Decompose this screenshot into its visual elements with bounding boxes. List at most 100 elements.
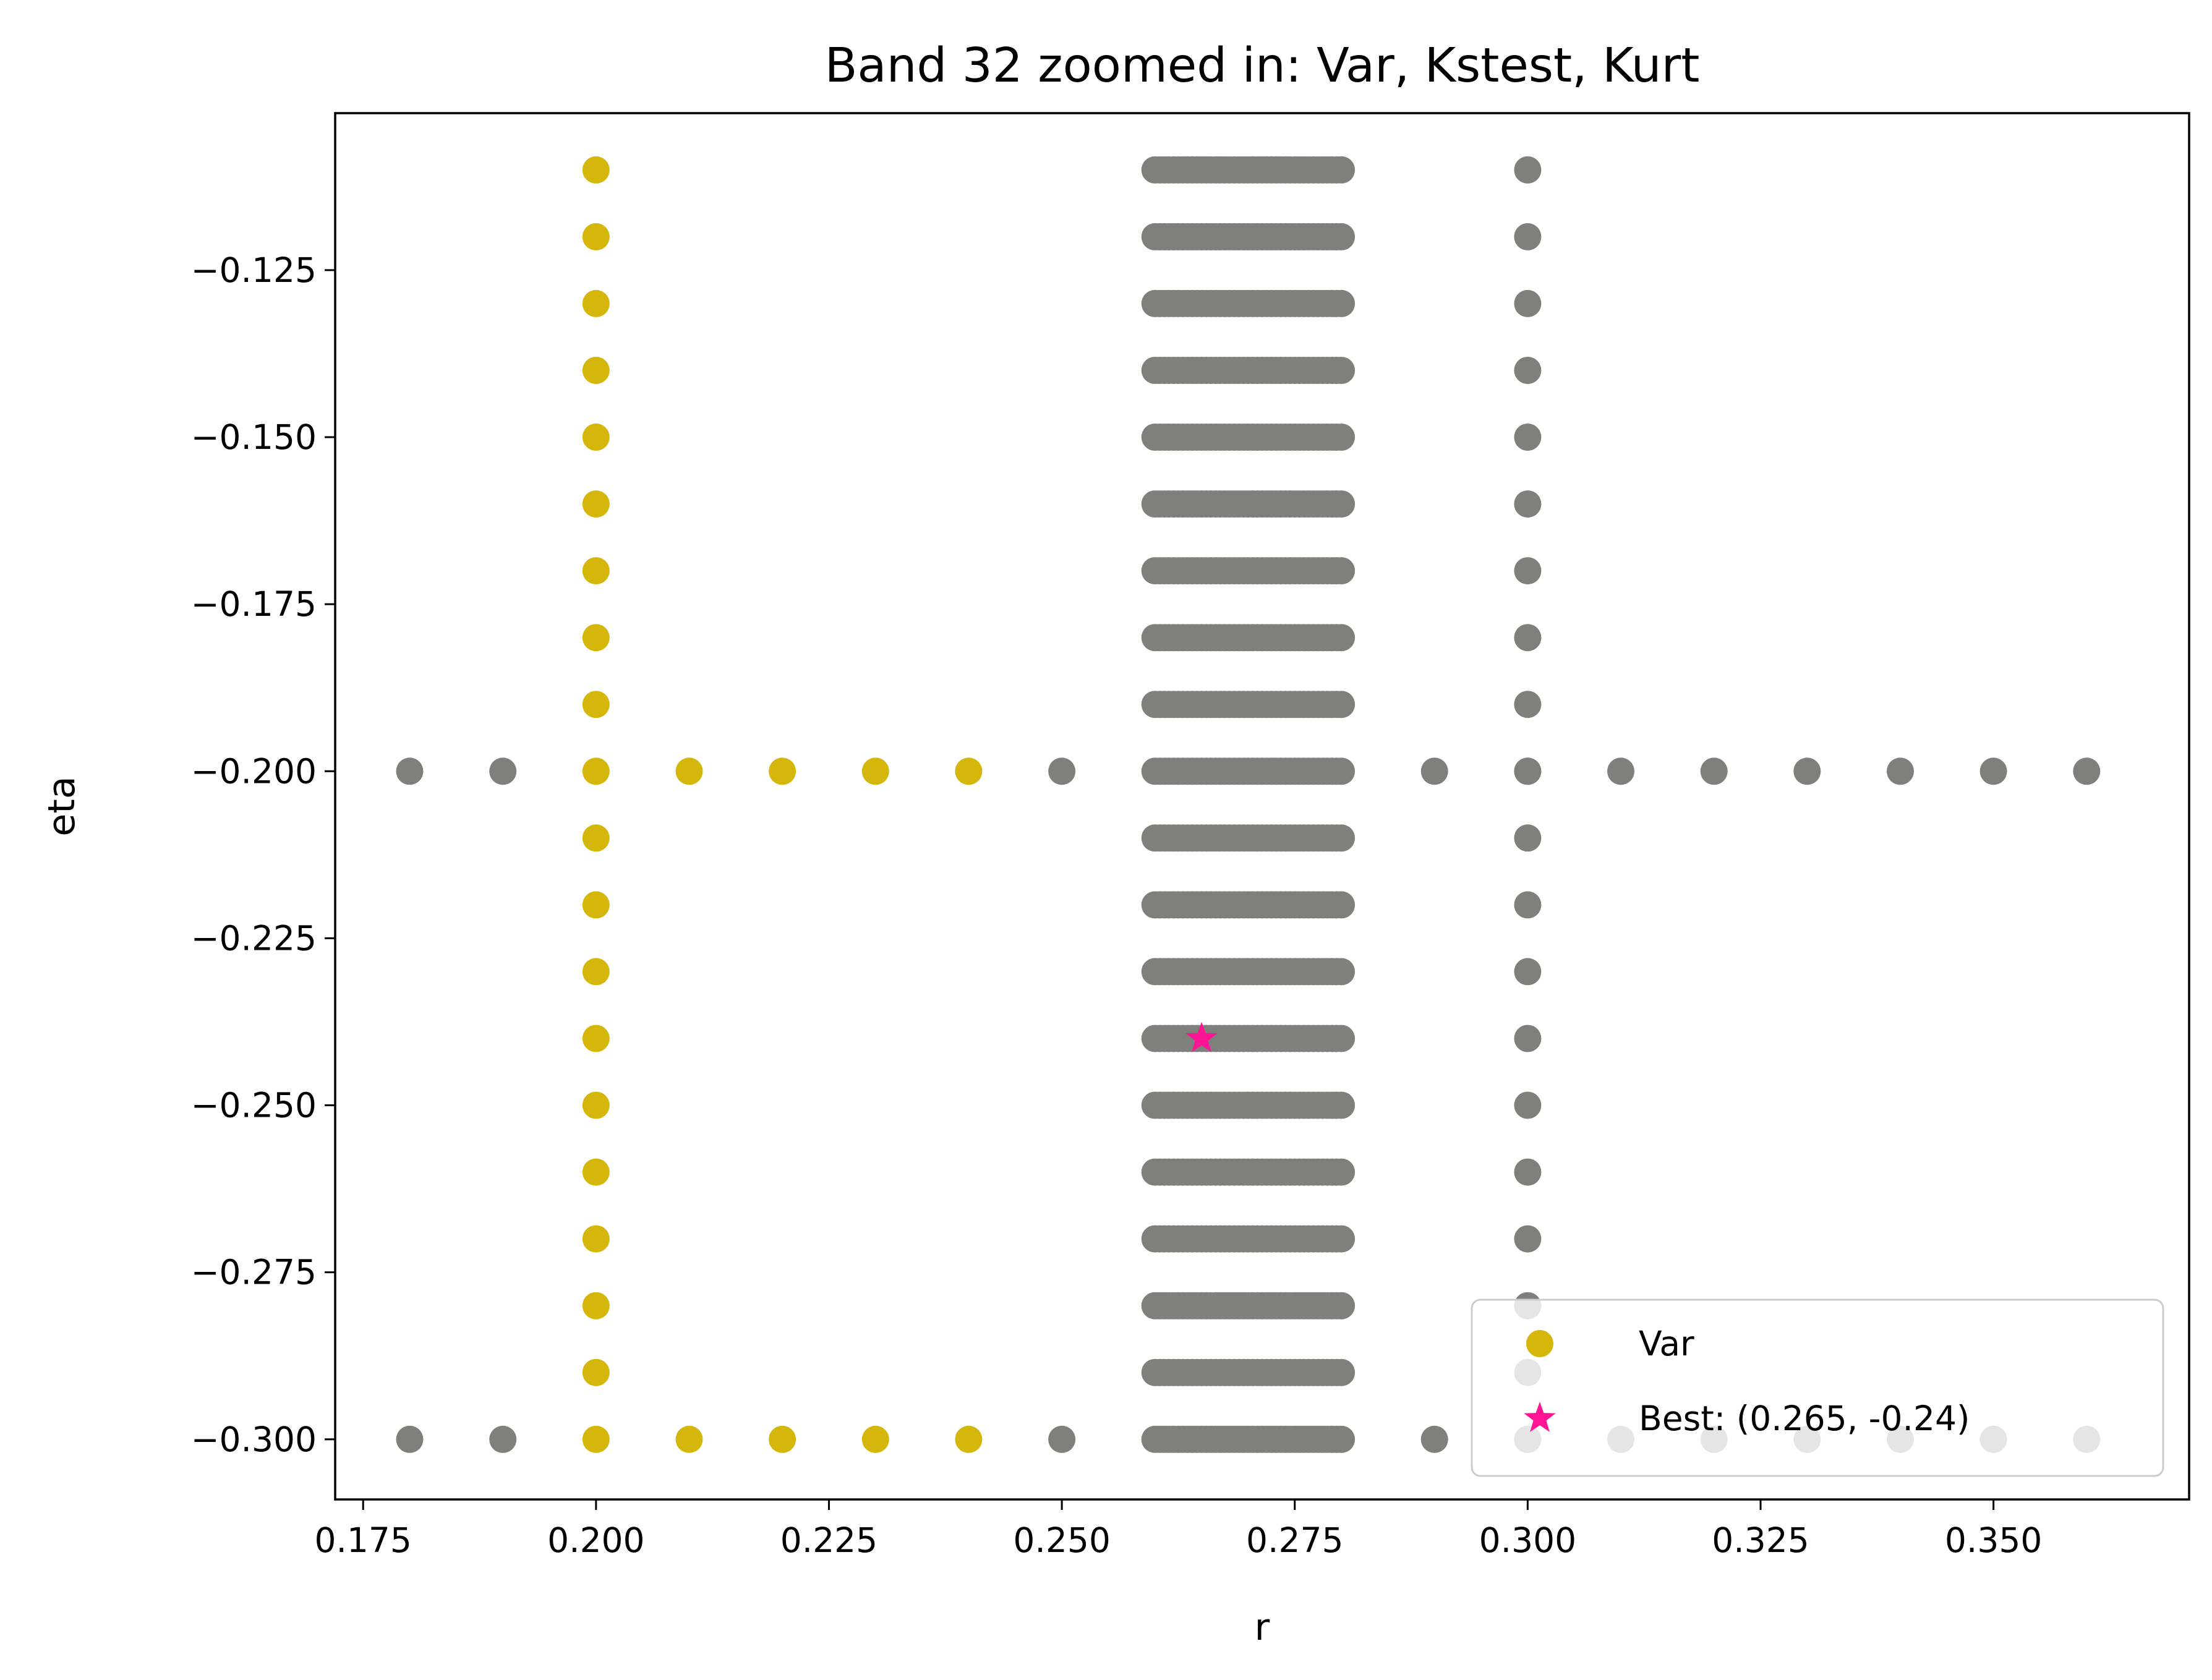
var-point: [582, 357, 610, 384]
grid-point: [1328, 757, 1356, 785]
grid-point: [489, 1425, 517, 1453]
var-point: [582, 1091, 610, 1119]
var-point: [861, 757, 889, 785]
grid-point: [1514, 958, 1542, 986]
plot-frame: [334, 112, 2190, 1501]
var-point: [955, 757, 983, 785]
var-point: [582, 424, 610, 451]
legend-best-label: Best: (0.265, -0.24): [1639, 1399, 1970, 1438]
x-tick-label: 0.250: [1013, 1520, 1110, 1560]
grid-point: [2073, 757, 2101, 785]
x-axis-label: r: [1255, 1606, 1270, 1649]
grid-point: [1700, 757, 1728, 785]
grid-point: [1328, 1091, 1356, 1119]
grid-point: [1328, 1358, 1356, 1386]
y-tick-label: −0.225: [190, 918, 317, 958]
best-point-star: [1185, 1021, 1218, 1052]
grid-point: [1328, 424, 1356, 451]
legend-box: [1471, 1298, 2164, 1477]
grid-point: [1328, 289, 1356, 317]
x-tick-label: 0.350: [1945, 1520, 2042, 1560]
grid-point: [1328, 490, 1356, 518]
grid-point: [1048, 1425, 1076, 1453]
grid-point: [1887, 757, 1914, 785]
grid-point: [1328, 1425, 1356, 1453]
grid-point: [1328, 223, 1356, 250]
legend-var-label: Var: [1639, 1324, 1694, 1363]
legend-var-marker: [1526, 1330, 1553, 1357]
grid-point: [1328, 1158, 1356, 1186]
y-tick-label: −0.150: [190, 417, 317, 457]
x-tick-label: 0.225: [780, 1520, 878, 1560]
grid-point: [1514, 757, 1542, 785]
var-point: [769, 757, 796, 785]
var-point: [955, 1425, 983, 1453]
var-point: [582, 891, 610, 919]
grid-point: [1607, 757, 1634, 785]
grid-point: [1514, 156, 1542, 184]
y-axis: −0.125 −0.150 −0.175 −0.200 −0.225 −0.250 −0.2…: [190, 250, 335, 1459]
legend-best-marker: [1524, 1402, 1556, 1432]
grid-point: [1514, 624, 1542, 652]
y-tick-label: −0.300: [190, 1420, 317, 1459]
grid-point: [1328, 958, 1356, 986]
x-tick-label: 0.275: [1246, 1520, 1343, 1560]
y-tick-label: −0.125: [190, 250, 317, 290]
var-point: [582, 223, 610, 250]
y-tick-label: −0.250: [190, 1086, 317, 1125]
var-point: [582, 624, 610, 652]
x-axis: 0.175 0.200 0.225 0.250 0.275 0.300 0.325 0.350: [314, 1499, 2042, 1560]
grid-point: [1514, 357, 1542, 384]
grid-point: [1328, 624, 1356, 652]
grid-point: [1514, 1158, 1542, 1186]
grid-point: [1979, 757, 2007, 785]
grid-point: [1328, 156, 1356, 184]
grid-point: [396, 757, 424, 785]
grid-point: [1328, 357, 1356, 384]
grid-point: [1514, 424, 1542, 451]
x-tick-label: 0.325: [1712, 1520, 1809, 1560]
grid-point: [1793, 757, 1821, 785]
grid-point: [396, 1425, 424, 1453]
var-point: [582, 1358, 610, 1386]
grid-point: [1048, 757, 1076, 785]
var-point: [582, 1225, 610, 1253]
grid-point: [1514, 1225, 1542, 1253]
var-point: [582, 757, 610, 785]
grid-point: [1328, 891, 1356, 919]
x-tick-label: 0.300: [1479, 1520, 1576, 1560]
var-point: [582, 1158, 610, 1186]
grid-point: [1420, 757, 1448, 785]
grid-point: [1328, 1025, 1356, 1052]
grid-point: [1328, 691, 1356, 718]
grid-point: [1514, 1091, 1542, 1119]
var-point: [582, 1425, 610, 1453]
grid-point: [1514, 223, 1542, 250]
grid-point: [1514, 691, 1542, 718]
var-point: [582, 958, 610, 986]
grid-point: [1514, 824, 1542, 852]
grid-point: [1514, 490, 1542, 518]
var-point: [582, 490, 610, 518]
y-tick-label: −0.175: [190, 584, 317, 624]
var-point: [582, 557, 610, 585]
grid-point: [1514, 289, 1542, 317]
var-point: [675, 1425, 703, 1453]
grid-point: [1328, 1225, 1356, 1253]
grid-point: [1328, 557, 1356, 585]
grid-point: [1328, 1292, 1356, 1320]
var-point: [582, 1025, 610, 1052]
y-tick-label: −0.275: [190, 1253, 317, 1292]
y-axis-label: eta: [40, 776, 83, 836]
var-point: [582, 1292, 610, 1320]
legend: Var Best: (0.265, -0.24): [1471, 1298, 2164, 1477]
var-point: [582, 156, 610, 184]
var-point: [582, 691, 610, 718]
chart-title: Band 32 zoomed in: Var, Kstest, Kurt: [825, 38, 1700, 93]
grid-point: [1514, 557, 1542, 585]
y-tick-label: −0.200: [190, 751, 317, 791]
grid-point: [1420, 1425, 1448, 1453]
var-point: [675, 757, 703, 785]
grid-point: [1328, 824, 1356, 852]
